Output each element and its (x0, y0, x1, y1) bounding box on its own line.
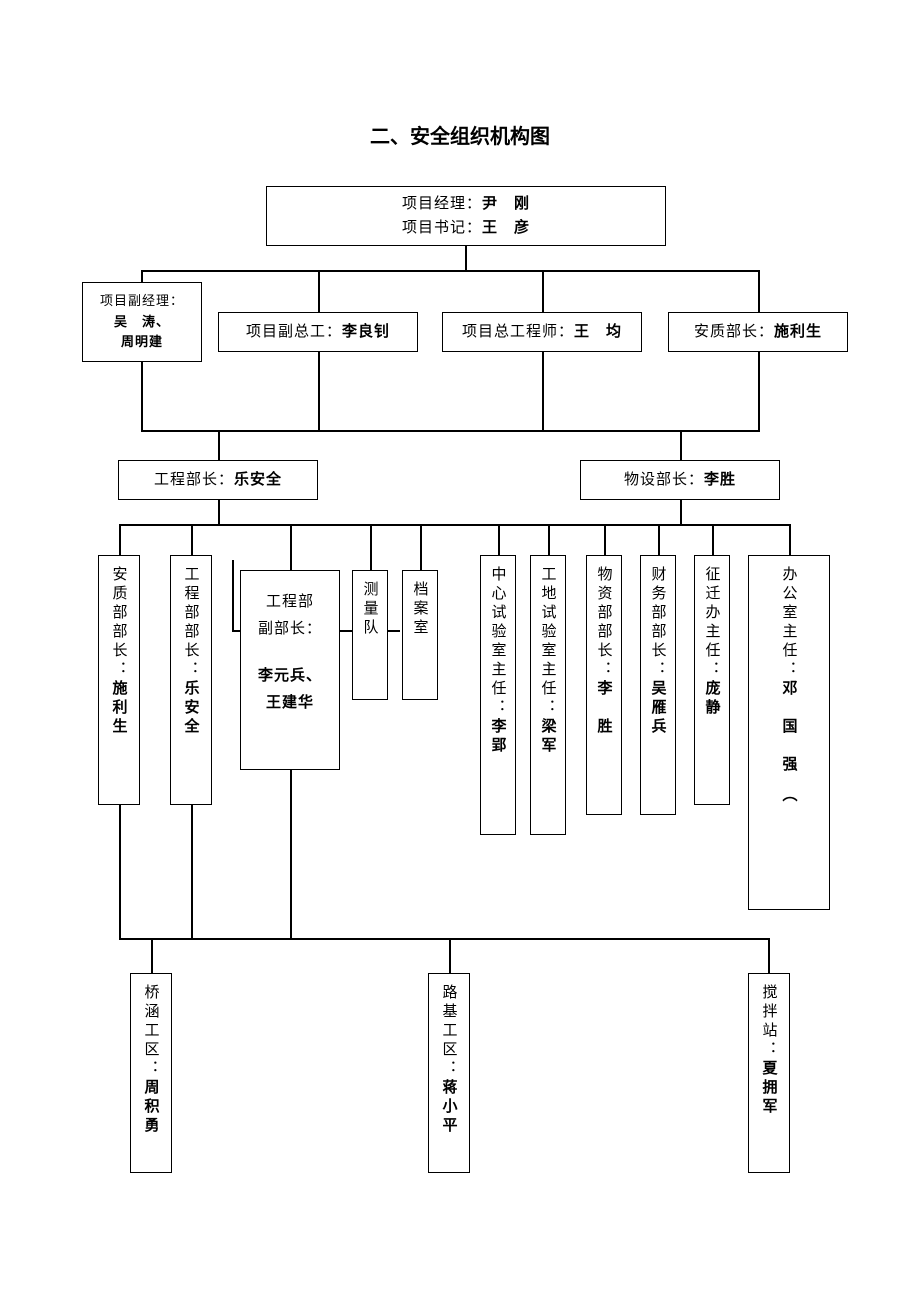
node-deputy-chief: 项目副总工：李良钊 (218, 312, 418, 352)
area-roadbed: 路基工区：蒋小平 (428, 973, 470, 1173)
dept-finance: 财务部部长：吴雁兵 (640, 555, 676, 815)
dept-survey: 测量队 (352, 570, 388, 700)
area-mixing: 搅拌站：夏拥军 (748, 973, 790, 1173)
node-deputy-manager: 项目副经理： 吴 涛、 周明建 (82, 282, 202, 362)
chart-title: 二、安全组织机构图 (0, 120, 920, 149)
dept-archive: 档案室 (402, 570, 438, 700)
dept-relocation: 征迁办主任：庞静 (694, 555, 730, 805)
dept-office: 办公室主任：邓 国 强 （ (748, 555, 830, 910)
node-top: 项目经理：尹 刚 项目书记：王 彦 (266, 186, 666, 246)
dept-site-lab: 工地试验室主任：梁军 (530, 555, 566, 835)
node-materials-head: 物设部长：李胜 (580, 460, 780, 500)
area-bridge: 桥涵工区：周积勇 (130, 973, 172, 1173)
node-engineering-head: 工程部长：乐安全 (118, 460, 318, 500)
dept-central-lab: 中心试验室主任：李郢 (480, 555, 516, 835)
dept-engineering: 工程部部长：乐安全 (170, 555, 212, 805)
dept-safety-quality: 安质部部长：施利生 (98, 555, 140, 805)
node-safety-quality: 安质部长：施利生 (668, 312, 848, 352)
dept-materials: 物资部部长：李 胜 (586, 555, 622, 815)
dept-eng-deputy: 工程部 副部长： 李元兵、 王建华 (240, 570, 340, 770)
node-chief-engineer: 项目总工程师：王 均 (442, 312, 642, 352)
